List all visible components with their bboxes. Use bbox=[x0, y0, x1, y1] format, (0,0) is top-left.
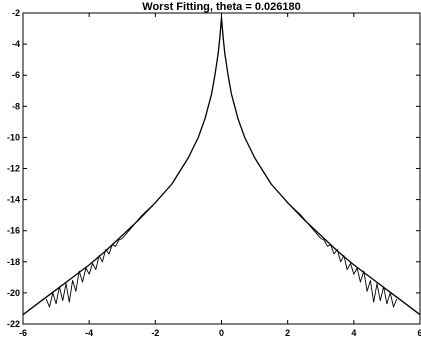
y-tick-label: -2 bbox=[12, 8, 20, 18]
chart-title: Worst Fitting, theta = 0.026180 bbox=[142, 1, 300, 13]
series-line-1 bbox=[22, 17, 421, 316]
x-tick-label: 2 bbox=[285, 328, 290, 338]
y-tick-label: -14 bbox=[7, 195, 20, 205]
y-tick-label: -22 bbox=[7, 319, 20, 329]
plot-area bbox=[22, 17, 421, 316]
series-line-3 bbox=[287, 202, 398, 308]
x-tick-label: 6 bbox=[417, 328, 421, 338]
y-tick-label: -20 bbox=[7, 288, 20, 298]
y-tick-label: -16 bbox=[7, 226, 20, 236]
x-tick-label: 0 bbox=[219, 328, 224, 338]
y-tick-label: -4 bbox=[12, 39, 20, 49]
y-tick-label: -6 bbox=[12, 70, 20, 80]
y-tick-label: -18 bbox=[7, 257, 20, 267]
x-tick-label: -4 bbox=[85, 328, 93, 338]
series-line-2 bbox=[45, 202, 156, 308]
x-tick-label: 4 bbox=[351, 328, 356, 338]
y-tick-label: -10 bbox=[7, 132, 20, 142]
x-tick-label: -2 bbox=[151, 328, 159, 338]
axes-frame bbox=[22, 12, 421, 325]
axis-ticks: -6 -4 -2 0 2 4 6-22-20-18-16-14-12-10-8-6-4-2 bbox=[7, 8, 421, 338]
x-tick-label: -6 bbox=[19, 328, 27, 338]
y-tick-label: -12 bbox=[7, 164, 20, 174]
y-tick-label: -8 bbox=[12, 101, 20, 111]
